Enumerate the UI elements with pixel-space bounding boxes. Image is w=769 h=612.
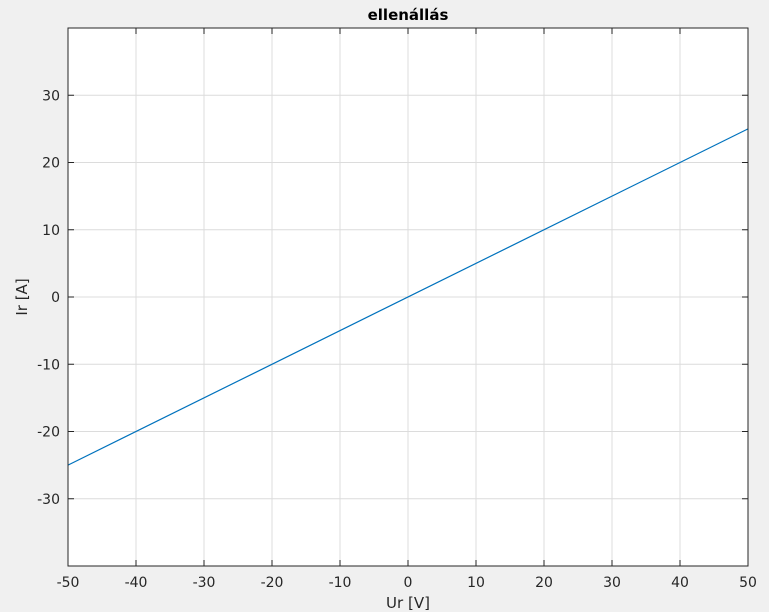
x-tick-label: 50 <box>739 575 757 591</box>
data-series <box>67 128 749 466</box>
x-tick-label: 0 <box>404 575 413 591</box>
chart-title: ellenállás <box>368 6 449 24</box>
x-tick-label: 10 <box>467 575 485 591</box>
y-tick-label: 30 <box>42 88 60 104</box>
x-tick-label: -20 <box>261 575 284 591</box>
x-tick-label: -50 <box>57 575 80 591</box>
x-tick-label: 30 <box>603 575 621 591</box>
series-line <box>67 128 749 466</box>
x-tick-label: 20 <box>535 575 553 591</box>
grid-lines <box>68 28 748 566</box>
y-tick-label: -10 <box>37 357 60 373</box>
y-tick-label: 20 <box>42 156 60 172</box>
x-tick-label: -40 <box>125 575 148 591</box>
x-axis-label: Ur [V] <box>386 594 430 612</box>
y-axis-label: Ir [A] <box>13 278 31 315</box>
x-tick-label: -10 <box>329 575 352 591</box>
x-tick-label: 40 <box>671 575 689 591</box>
x-tick-label: -30 <box>193 575 216 591</box>
y-tick-label: -30 <box>37 492 60 508</box>
y-tick-label: -20 <box>37 425 60 441</box>
y-tick-label: 10 <box>42 223 60 239</box>
axis-ticks <box>67 28 749 566</box>
y-tick-label: 0 <box>51 290 60 306</box>
tick-labels: -50 -40 -30 -20 -10 0 10 20 30 40 50 -30 -20 -10 0 10 20… <box>37 88 757 591</box>
